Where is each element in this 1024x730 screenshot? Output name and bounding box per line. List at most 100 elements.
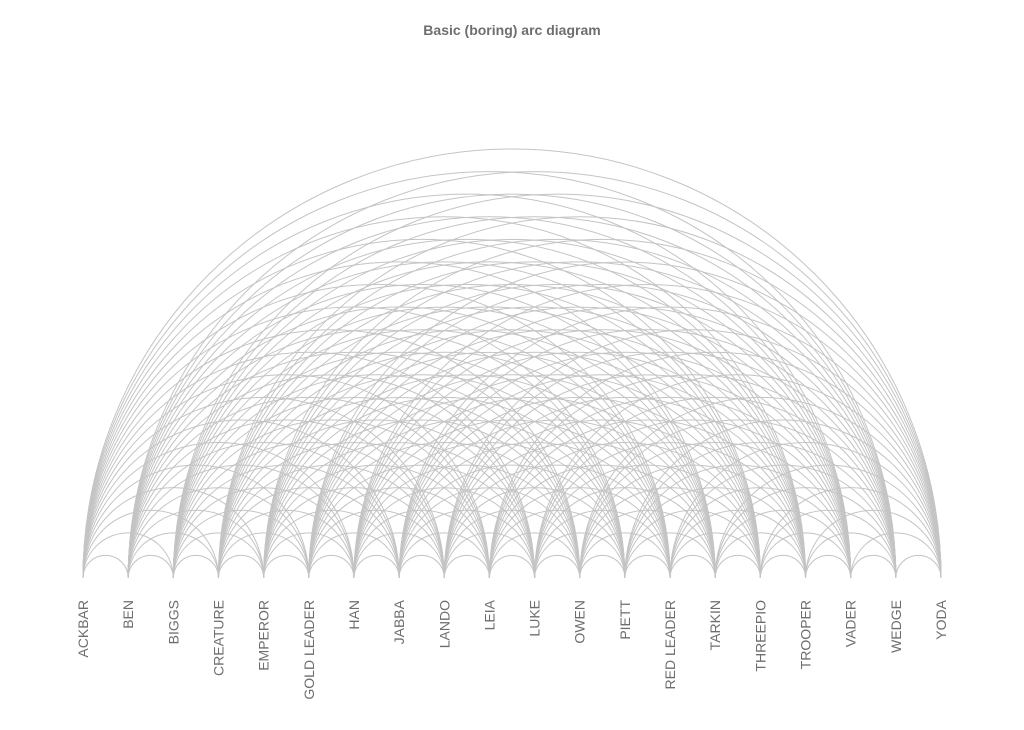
arc-4-5	[263, 555, 310, 579]
arc-4-18	[263, 261, 897, 579]
arc-8-19	[443, 329, 942, 579]
arc-6-17	[353, 329, 852, 579]
arc-1-11	[127, 351, 581, 579]
arc-2-7	[172, 464, 400, 579]
arc-13-19	[669, 442, 942, 579]
arc-3-8	[217, 464, 445, 579]
arc-6-11	[353, 464, 581, 579]
arc-5-15	[308, 351, 761, 579]
arc-3-14	[217, 329, 716, 579]
arc-5-17	[308, 306, 852, 579]
arc-2-15	[172, 284, 761, 579]
arc-0-19	[82, 148, 942, 579]
arc-1-18	[127, 193, 897, 579]
arc-0-15	[82, 238, 761, 579]
arc-10-15	[534, 464, 761, 579]
node-label-emperor: EMPEROR	[256, 600, 272, 671]
arc-9-14	[488, 464, 716, 579]
arc-13-15	[669, 532, 761, 579]
arc-5-7	[308, 532, 400, 579]
arc-7-19	[398, 306, 942, 579]
arc-18-19	[895, 554, 942, 579]
node-label-lando: LANDO	[436, 600, 452, 648]
arc-3-18	[217, 238, 897, 579]
arc-1-16	[127, 238, 807, 579]
arc-1-6	[127, 464, 355, 579]
node-label-ben: BEN	[120, 600, 136, 629]
node-label-piett: PIETT	[617, 600, 633, 640]
node-label-biggs: BIGGS	[165, 600, 181, 644]
arc-9-15	[488, 442, 761, 579]
arc-3-13	[217, 351, 671, 579]
arc-1-2	[127, 554, 174, 579]
arc-5-10	[308, 464, 536, 579]
arc-7-18	[398, 329, 897, 579]
arc-11-12	[579, 554, 626, 579]
arc-8-18	[443, 351, 897, 579]
arc-2-13	[172, 329, 671, 579]
node-label-tarkin: TARKIN	[707, 600, 723, 650]
arc-2-18	[172, 216, 897, 579]
arc-3-17	[217, 261, 852, 579]
node-label-leia: LEIA	[481, 599, 497, 630]
arc-17-18	[850, 554, 897, 579]
arc-5-18	[308, 284, 897, 579]
arc-6-8	[353, 532, 445, 579]
arc-1-12	[127, 329, 626, 579]
arc-0-16	[82, 216, 807, 579]
arc-9-19	[488, 351, 942, 579]
arc-6-16	[353, 351, 807, 579]
arc-3-5	[217, 532, 310, 579]
arc-7-8	[398, 554, 445, 579]
arcs-layer	[82, 148, 942, 579]
arc-1-17	[127, 216, 852, 579]
arc-16-19	[805, 509, 942, 579]
arc-17-19	[850, 532, 942, 579]
arc-14-18	[714, 487, 897, 579]
arc-0-13	[82, 284, 671, 579]
node-label-wedge: WEDGE	[888, 600, 904, 653]
arc-10-16	[534, 442, 807, 579]
node-label-jabba: JABBA	[391, 599, 407, 644]
arc-9-10	[488, 554, 536, 579]
arc-4-9	[263, 464, 490, 579]
arc-14-19	[714, 464, 942, 579]
arc-12-18	[624, 442, 897, 579]
arc-9-11	[488, 532, 581, 579]
arc-7-12	[398, 464, 626, 579]
arc-3-16	[217, 284, 807, 579]
arc-10-11	[534, 554, 581, 579]
arc-0-10	[82, 351, 536, 579]
arc-4-19	[263, 238, 942, 579]
arc-8-13	[443, 464, 671, 579]
arc-3-4	[217, 554, 265, 579]
arc-8-9	[443, 554, 490, 579]
arc-2-16	[172, 261, 807, 579]
arc-0-5	[82, 464, 310, 579]
node-label-luke: LUKE	[527, 600, 543, 637]
arc-13-14	[669, 554, 716, 579]
node-label-vader: VADER	[843, 600, 859, 647]
arc-5-14	[308, 374, 716, 579]
node-label-creature: CREATURE	[210, 600, 226, 676]
node-label-han: HAN	[346, 600, 362, 630]
arc-1-15	[127, 261, 761, 579]
arc-0-2	[82, 532, 174, 579]
arc-11-18	[579, 419, 897, 579]
arc-13-18	[669, 464, 897, 579]
arc-5-16	[308, 329, 807, 579]
node-labels-layer: ACKBAR BEN BIGGS CREATURE EMPEROR GOLD LEADER…	[75, 599, 949, 699]
arc-8-17	[443, 374, 852, 579]
arc-11-13	[579, 532, 671, 579]
arc-2-11	[172, 374, 581, 579]
arc-9-18	[488, 374, 897, 579]
arc-2-12	[172, 351, 626, 579]
arc-4-17	[263, 284, 852, 579]
arc-1-19	[127, 171, 942, 579]
arc-4-6	[263, 532, 355, 579]
node-label-trooper: TROOPER	[798, 600, 814, 669]
arc-12-14	[624, 532, 716, 579]
arc-7-9	[398, 532, 490, 579]
arc-0-14	[82, 261, 716, 579]
arc-6-19	[353, 284, 942, 579]
